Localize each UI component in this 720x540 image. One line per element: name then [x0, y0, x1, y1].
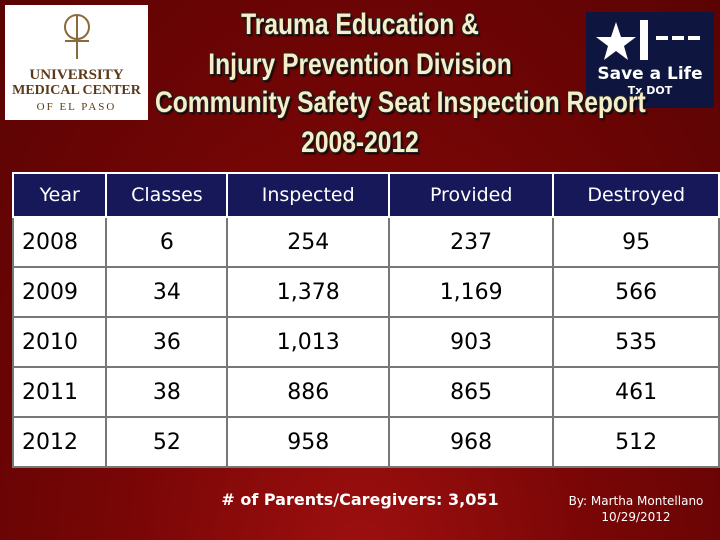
- logo-emblem: [596, 20, 700, 60]
- data-cell: 512: [552, 416, 720, 468]
- author: By: Martha Montellano: [568, 494, 704, 508]
- data-cell: 52: [105, 416, 229, 468]
- data-cell: 886: [226, 366, 391, 418]
- title-line: Injury Prevention Division: [208, 48, 512, 81]
- data-cell: 566: [552, 266, 720, 318]
- data-cell: 1,378: [226, 266, 391, 318]
- column-header: Provided: [388, 172, 555, 218]
- logo-text: OF EL PASO: [36, 101, 117, 113]
- data-cell: 237: [388, 216, 555, 268]
- data-cell: 958: [226, 416, 391, 468]
- logo-text: UNIVERSITY: [29, 67, 124, 83]
- data-cell: 968: [388, 416, 555, 468]
- logo-text: Tx DOT: [627, 84, 673, 97]
- header-row: Year Classes Inspected Provided Destroyed: [11, 172, 720, 218]
- table-row: 2009 34 1,378 1,169 566: [11, 266, 720, 318]
- year-cell: 2010: [11, 316, 108, 368]
- report-table: Year Classes Inspected Provided Destroyed 200…: [11, 172, 720, 468]
- column-header: Year: [11, 172, 108, 218]
- data-cell: 1,169: [388, 266, 555, 318]
- data-cell: 903: [388, 316, 555, 368]
- table-row: 2008 6 254 237 95: [11, 216, 720, 268]
- parents-total: # of Parents/Caregivers: 3,051: [221, 490, 499, 509]
- column-header: Destroyed: [552, 172, 720, 218]
- year-cell: 2008: [11, 216, 108, 268]
- data-cell: 865: [388, 366, 555, 418]
- umc-logo: UNIVERSITY MEDICAL CENTER OF EL PASO: [5, 5, 148, 120]
- table-row: 2010 36 1,013 903 535: [11, 316, 720, 368]
- logo-text: Save a Life: [597, 64, 703, 84]
- column-header: Inspected: [226, 172, 391, 218]
- data-cell: 461: [552, 366, 720, 418]
- column-header: Classes: [105, 172, 229, 218]
- data-cell: 36: [105, 316, 229, 368]
- table-row: 2012 52 958 968 512: [11, 416, 720, 468]
- title-line: Community Safety Seat Inspection Report: [155, 86, 646, 119]
- data-cell: 535: [552, 316, 720, 368]
- year-cell: 2012: [11, 416, 108, 468]
- year-cell: 2011: [11, 366, 108, 418]
- title-line: Trauma Education &: [241, 8, 479, 41]
- data-cell: 6: [105, 216, 229, 268]
- date: 10/29/2012: [601, 510, 671, 524]
- logo-text: MEDICAL CENTER: [12, 83, 141, 98]
- data-cell: 34: [105, 266, 229, 318]
- title-line: 2008-2012: [301, 126, 419, 159]
- data-cell: 1,013: [226, 316, 391, 368]
- year-cell: 2009: [11, 266, 108, 318]
- txdot-logo: Save a Life Tx DOT: [586, 12, 714, 108]
- table-row: 2011 38 886 865 461: [11, 366, 720, 418]
- data-cell: 254: [226, 216, 391, 268]
- data-cell: 95: [552, 216, 720, 268]
- data-cell: 38: [105, 366, 229, 418]
- logo-emblem: [63, 14, 90, 59]
